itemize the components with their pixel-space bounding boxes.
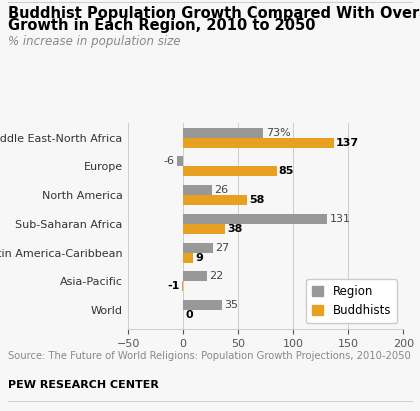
Bar (183, 300, 222, 310)
Bar (183, 214, 327, 224)
Text: 85: 85 (279, 166, 294, 176)
Text: 26: 26 (214, 185, 228, 195)
Text: Growth in Each Region, 2010 to 2050: Growth in Each Region, 2010 to 2050 (8, 18, 316, 33)
Bar (183, 127, 263, 138)
Bar (183, 271, 207, 282)
Text: 137: 137 (336, 138, 359, 148)
Text: 38: 38 (227, 224, 242, 234)
Bar (183, 195, 247, 205)
Text: Source: The Future of World Religions: Population Growth Projections, 2010-2050: Source: The Future of World Religions: P… (8, 351, 411, 361)
Text: -1: -1 (168, 282, 180, 291)
Text: 22: 22 (210, 271, 224, 282)
Text: 9: 9 (195, 253, 203, 263)
Bar (183, 166, 277, 176)
Text: 131: 131 (329, 214, 350, 224)
Bar (183, 242, 213, 253)
Bar (176, 156, 183, 166)
Text: 35: 35 (224, 300, 238, 310)
Bar (182, 282, 183, 291)
Bar (183, 253, 193, 263)
Text: 27: 27 (215, 242, 229, 253)
Text: % increase in population size: % increase in population size (8, 35, 181, 48)
Text: -6: -6 (163, 156, 174, 166)
Text: Buddhist Population Growth Compared With Overall: Buddhist Population Growth Compared With… (8, 6, 420, 21)
Text: PEW RESEARCH CENTER: PEW RESEARCH CENTER (8, 380, 159, 390)
Bar (183, 138, 334, 148)
Text: 58: 58 (249, 195, 265, 205)
Bar (183, 224, 225, 234)
Bar (183, 185, 212, 195)
Legend: Region, Buddhists: Region, Buddhists (306, 279, 397, 323)
Text: 0: 0 (185, 310, 193, 320)
Text: 73%: 73% (265, 128, 290, 138)
